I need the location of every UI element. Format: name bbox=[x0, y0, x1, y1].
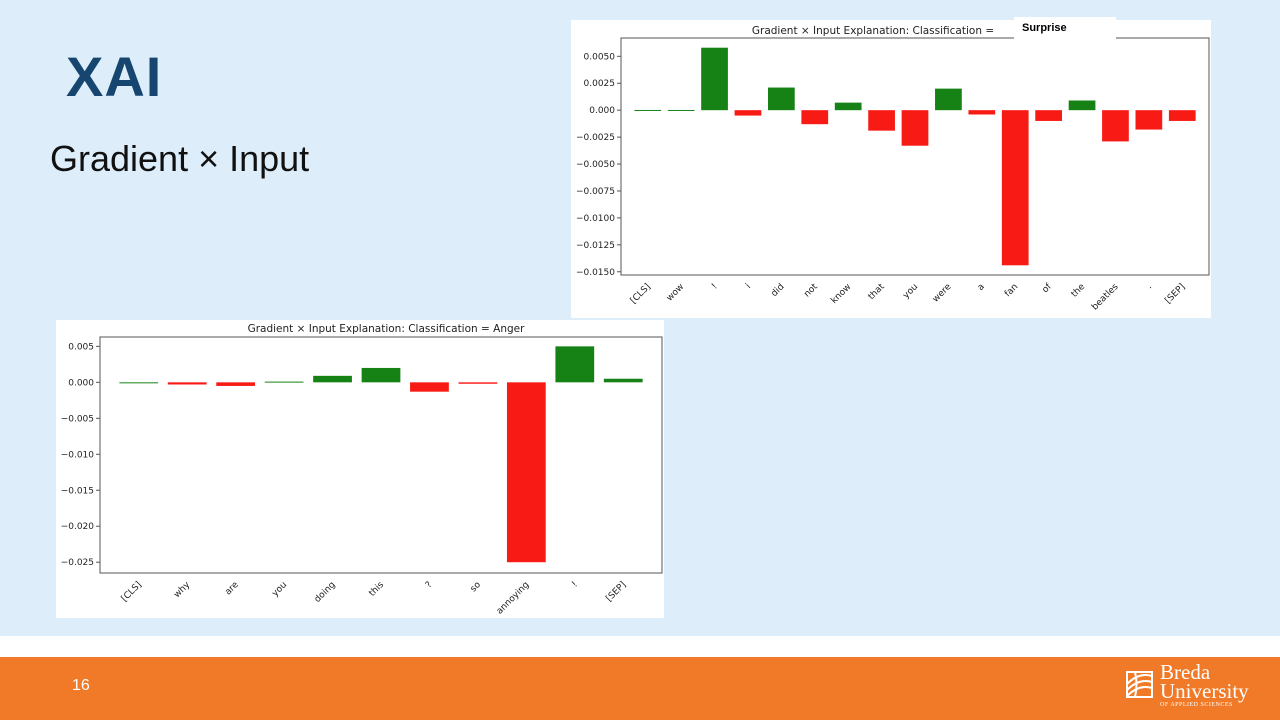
bar bbox=[119, 382, 159, 384]
bar bbox=[216, 382, 256, 386]
x-tick-label: ! bbox=[570, 580, 580, 590]
y-tick-label: −0.0100 bbox=[576, 214, 615, 224]
bar bbox=[935, 88, 962, 111]
y-tick-label: −0.0075 bbox=[576, 187, 615, 197]
x-tick-label: not bbox=[802, 282, 820, 300]
chart-title: Gradient × Input Explanation: Classifica… bbox=[752, 25, 994, 37]
y-tick-label: 0.0050 bbox=[584, 52, 616, 62]
y-tick-label: −0.005 bbox=[61, 414, 94, 424]
surprise-chart-svg: Gradient × Input Explanation: Classifica… bbox=[576, 25, 1210, 313]
bar bbox=[1035, 110, 1062, 121]
x-tick-label: doing bbox=[313, 580, 338, 605]
logo-line2: University bbox=[1160, 679, 1249, 703]
x-tick-label: are bbox=[223, 580, 241, 598]
x-tick-label: ? bbox=[424, 580, 435, 591]
plot-area: [CLS] why are you doing this? so annoying! [SEP]… bbox=[61, 342, 643, 617]
x-tick-label: fan bbox=[1003, 282, 1020, 299]
plot-frame bbox=[620, 37, 1210, 276]
bar bbox=[968, 110, 996, 115]
x-tick-label: [CLS] bbox=[629, 282, 653, 306]
page-number: 16 bbox=[72, 677, 90, 694]
plot-area: [CLS] wow! i did not know that you were a fan of the… bbox=[576, 47, 1196, 313]
y-tick-label: 0.000 bbox=[68, 378, 94, 388]
bar bbox=[361, 367, 401, 383]
x-tick-label: the bbox=[1070, 282, 1088, 300]
bar bbox=[313, 375, 352, 383]
bar bbox=[1068, 100, 1096, 111]
bar bbox=[734, 110, 762, 116]
x-tick-label: [CLS] bbox=[120, 580, 144, 604]
x-tick-label: annoying bbox=[495, 580, 532, 617]
y-tick-label: −0.025 bbox=[61, 558, 94, 568]
footer-bar bbox=[0, 657, 1280, 720]
bar bbox=[555, 346, 595, 383]
bar bbox=[1135, 110, 1163, 130]
bar bbox=[264, 381, 304, 383]
bar bbox=[768, 87, 795, 111]
x-tick-label: did bbox=[770, 282, 787, 299]
chart-title: Gradient × Input Explanation: Classifica… bbox=[248, 323, 526, 335]
y-tick-label: 0.0025 bbox=[584, 79, 616, 89]
y-tick-label: 0.000 bbox=[589, 106, 615, 116]
bar bbox=[901, 110, 929, 146]
bar bbox=[834, 102, 862, 111]
x-tick-label: were bbox=[931, 282, 954, 305]
slide-subtitle: Gradient × Input bbox=[50, 138, 310, 179]
bar bbox=[701, 47, 728, 111]
x-tick-label: of bbox=[1041, 281, 1055, 295]
y-tick-label: −0.0150 bbox=[576, 268, 615, 278]
y-tick-label: −0.0025 bbox=[576, 133, 615, 143]
bar bbox=[1102, 110, 1129, 142]
bar bbox=[458, 382, 498, 384]
surprise-chart: Gradient × Input Explanation: Classifica… bbox=[571, 20, 1211, 318]
breda-university-logo: Breda University OF APPLIED SCIENCES bbox=[1124, 662, 1264, 714]
anger-chart-svg: Gradient × Input Explanation: Classifica… bbox=[61, 323, 663, 617]
logo-line3: OF APPLIED SCIENCES bbox=[1160, 702, 1233, 708]
y-tick-label: 0.005 bbox=[68, 342, 94, 352]
y-tick-label: −0.015 bbox=[61, 486, 94, 496]
x-tick-label: i bbox=[744, 282, 753, 291]
classification-label: Surprise bbox=[1022, 22, 1067, 34]
x-tick-label: . bbox=[1145, 282, 1154, 291]
classification-label-box: Surprise bbox=[1014, 17, 1116, 41]
bar bbox=[634, 109, 662, 111]
x-tick-label: you bbox=[901, 282, 920, 301]
x-tick-label: [SEP] bbox=[604, 580, 628, 604]
x-tick-label: beatles bbox=[1090, 282, 1121, 313]
globe-icon bbox=[1126, 671, 1153, 698]
plot-frame bbox=[99, 336, 663, 574]
anger-chart: Gradient × Input Explanation: Classifica… bbox=[56, 320, 664, 618]
y-tick-label: −0.0050 bbox=[576, 160, 615, 170]
bar bbox=[801, 110, 829, 125]
x-tick-label: that bbox=[867, 282, 887, 302]
x-tick-label: you bbox=[270, 580, 289, 599]
bar bbox=[506, 382, 546, 563]
x-tick-label: know bbox=[829, 282, 853, 306]
bar bbox=[868, 110, 895, 131]
x-tick-label: [SEP] bbox=[1163, 282, 1187, 306]
bar bbox=[1168, 110, 1196, 121]
y-tick-label: −0.010 bbox=[61, 450, 95, 460]
x-tick-label: wow bbox=[665, 282, 686, 303]
y-tick-label: −0.020 bbox=[61, 522, 95, 532]
x-tick-label: a bbox=[976, 282, 987, 293]
logo-line1: Breda bbox=[1160, 660, 1211, 684]
x-tick-label: so bbox=[469, 580, 484, 595]
bar bbox=[603, 378, 643, 383]
x-tick-label: this bbox=[367, 580, 386, 599]
y-tick-label: −0.0125 bbox=[576, 241, 615, 251]
bar bbox=[1001, 110, 1029, 266]
x-tick-label: why bbox=[172, 580, 193, 601]
slide-title: XAI bbox=[66, 45, 163, 108]
x-tick-label: ! bbox=[710, 282, 720, 292]
bar bbox=[667, 109, 695, 111]
bar bbox=[410, 382, 449, 392]
footer-gap bbox=[0, 636, 1280, 657]
bar bbox=[167, 382, 207, 385]
